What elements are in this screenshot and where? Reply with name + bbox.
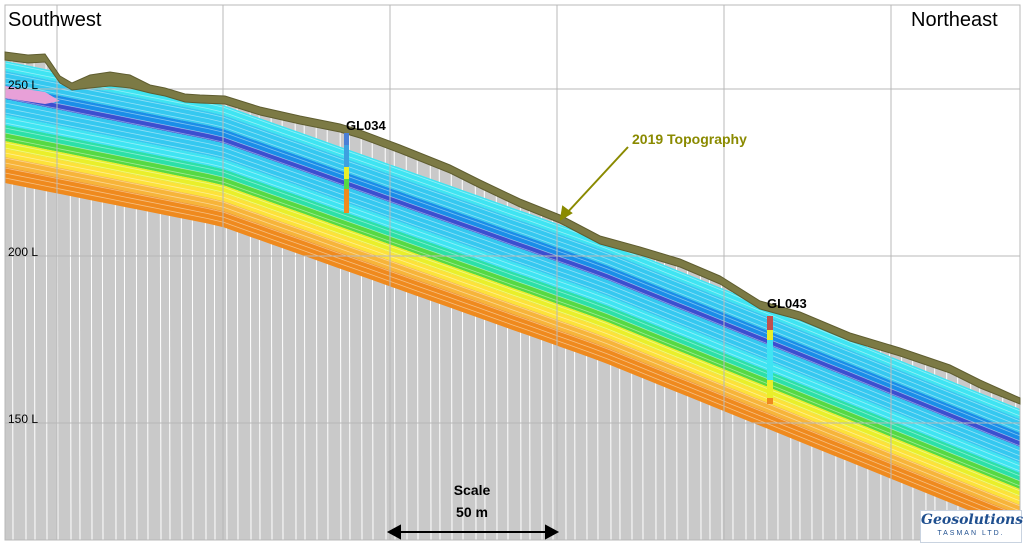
scale-value: 50 m — [456, 504, 488, 520]
band-lamination — [5, 106, 1020, 458]
band-lamination — [5, 96, 1020, 448]
band-lamination — [5, 66, 1020, 418]
band-lamination — [5, 71, 1020, 423]
scale-title: Scale — [453, 482, 491, 498]
band-lamination — [5, 91, 1020, 443]
band-lamination — [5, 161, 1020, 513]
level-label-200: 200 L — [8, 245, 39, 259]
topography-label: 2019 Topography — [632, 131, 747, 147]
topography-surface — [4, 51, 1021, 405]
band-lamination — [5, 116, 1020, 468]
direction-right-label: Northeast — [911, 9, 998, 31]
drillhole-gl043[interactable] — [767, 316, 773, 404]
band-lamination — [5, 136, 1020, 488]
band-lamination — [5, 121, 1020, 473]
grade-band-pink — [5, 86, 60, 104]
scale-bar — [386, 524, 560, 540]
level-label-250: 250 L — [8, 78, 39, 92]
band-lamination — [5, 146, 1020, 498]
band-lamination — [5, 176, 1020, 528]
logo-name: Geosolutions — [921, 512, 1024, 528]
band-lamination — [5, 81, 1020, 433]
band-lamination — [5, 131, 1020, 483]
logo-subtitle: TASMAN LTD. — [937, 530, 1005, 537]
company-logo: Geosolutions TASMAN LTD. — [920, 510, 1024, 543]
drillhole-label-gl034: GL034 — [346, 118, 386, 133]
drill-trace-line — [281, 52, 284, 540]
grid — [4, 4, 1021, 541]
band-lamination — [5, 166, 1020, 518]
drillhole-gl034[interactable] — [344, 133, 349, 213]
band-lamination — [5, 101, 1020, 453]
band-lamination — [5, 156, 1020, 508]
grade-bands — [5, 60, 1020, 533]
band-lamination — [5, 111, 1020, 463]
band-lamination — [5, 76, 1020, 428]
drillhole-label-gl043: GL043 — [767, 296, 807, 311]
band-lamination — [5, 171, 1020, 523]
level-label-150: 150 L — [8, 412, 39, 426]
topography-callout-arrow — [559, 146, 629, 221]
direction-left-label: Southwest — [8, 9, 102, 31]
band-lamination — [5, 86, 1020, 438]
band-lamination — [5, 151, 1020, 503]
band-lamination — [5, 126, 1020, 478]
